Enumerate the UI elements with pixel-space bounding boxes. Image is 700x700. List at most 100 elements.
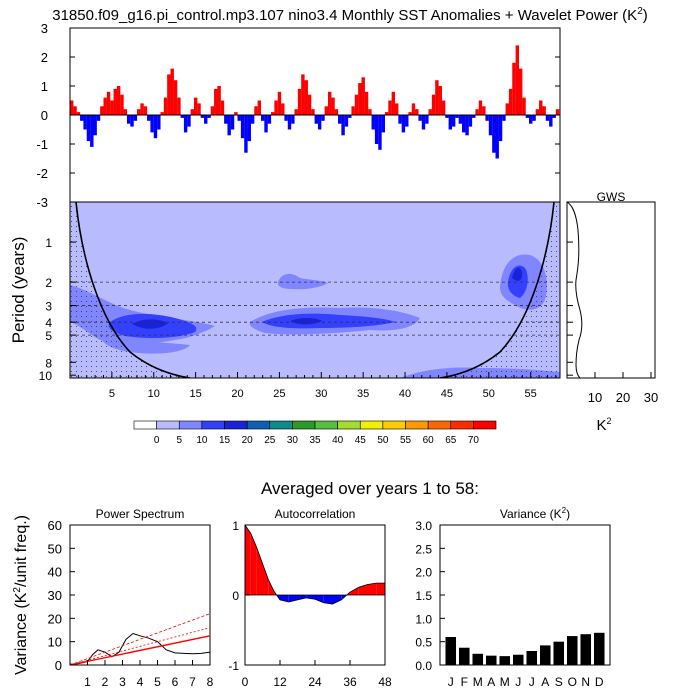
power-spectrum-y-tick-label: 40 [48,565,62,580]
sst-anomaly-bar [227,115,231,136]
colorbar-label: 70 [468,435,480,446]
sst-anomaly-bar [301,74,305,115]
sst-y-tick-label: -2 [36,166,48,181]
sst-anomaly-bar [368,109,372,115]
sst-anomaly-bar [358,83,362,115]
autocorrelation-segment [323,595,333,605]
sst-anomaly-bar [100,106,104,115]
sst-anomaly-bar [294,109,298,115]
sst-anomaly-bar [230,115,235,130]
sst-anomaly-bar [401,115,406,133]
wavelet-x-tick-label: 5 [109,388,115,400]
power-spectrum-y-tick-label: 30 [48,588,62,603]
sst-anomaly-bar [167,74,171,115]
colorbar-label: 25 [264,435,276,446]
sst-anomaly-bar [143,106,148,115]
autocorrelation-segment [256,547,263,595]
variance-bars [445,632,605,665]
variance-y-tick-label: 3.0 [415,519,432,533]
sst-anomaly-bar [535,109,540,115]
colorbar-swatch [382,420,406,430]
sst-anomaly-bar [415,109,419,115]
sst-y-tick-label: 0 [41,108,48,123]
sst-anomaly-bar [388,100,392,115]
wavelet-colorbar: 0 5 10 15 20 25 30 35 40 45 50 55 60 65 70 [133,420,497,446]
variance-panel: Variance (K2) J F M A M J J A S O N D3.02.52.01.51.… [415,506,611,689]
variance-month-label: A [541,675,549,689]
sst-anomaly-bar [405,115,409,127]
sst-anomaly-bar [180,115,184,118]
sst-anomaly-bar [542,106,546,115]
autocorrelation-fill [244,524,385,605]
colorbar-label: 15 [219,435,231,446]
power-spectrum-x-tick-label: 6 [172,675,179,689]
wavelet-y-tick-label: 1 [45,236,52,250]
coi-left-curve [75,202,191,378]
sst-anomaly-bar [80,115,84,121]
sst-anomaly-bar [267,115,272,124]
sst-anomaly-bar [374,115,379,144]
sst-anomaly-bar [431,94,436,115]
colorbar-label: 10 [196,435,208,446]
variance-y-tick-label: 0.5 [415,636,432,650]
power-spectrum-lines [69,613,211,666]
sst-anomaly-bar [455,115,459,118]
sst-anomaly-bar [384,112,389,115]
sst-anomaly-bar [351,106,355,115]
sst-anomaly-bar [304,80,308,115]
power-spectrum-x-tick-label: 2 [102,675,109,689]
sst-anomaly-bar [314,115,318,124]
sst-y-tick-label: 2 [41,50,48,65]
sst-anomaly-bar [287,115,292,130]
colorbar-label: 55 [400,435,412,446]
wavelet-contour-level-10 [277,273,328,290]
autocorrelation-segment [376,583,385,595]
sst-anomaly-bar [207,115,211,118]
colorbar-swatch [269,420,293,430]
variance-month-label: M [473,675,483,689]
wavelet-y-tick-label: 5 [45,329,52,343]
sst-anomaly-bar [478,100,483,115]
sst-anomaly-bar [73,106,77,115]
wavelet-x-tick-label: 55 [525,388,537,400]
colorbar-label: 5 [176,435,182,446]
sst-anomaly-bar [197,103,201,115]
colorbar-label: 20 [242,435,254,446]
wavelet-x-tick-label: 15 [190,388,202,400]
wavelet-contour-level-15 [507,265,528,298]
wavelet-plot-frame [69,201,561,379]
colorbar-swatch [224,420,248,430]
sst-anomaly-bar [451,115,456,127]
sst-anomaly-bar [137,109,141,115]
variance-month-label: S [555,675,563,689]
wavelet-x-ticks: 5 10 15 20 25 30 35 40 45 50 55 [77,372,557,400]
autocorrelation-segment [315,595,324,603]
sst-anomaly-bar [96,115,101,121]
title-superscript: 2 [637,6,643,17]
variance-bar [553,641,565,665]
sst-anomaly-bar [311,109,315,115]
sst-anomaly-bar [378,115,382,150]
wavelet-y-tick-label: 3 [45,300,52,314]
autocorrelation-y-tick-label: -1 [228,659,239,673]
power-spectrum-frame [69,524,211,666]
variance-bar [580,634,592,665]
variance-month-label: D [595,675,604,689]
sst-anomaly-bar [324,106,329,115]
power-spectrum-y-axis-label-superscript: 2 [12,587,23,593]
variance-month-label: N [581,675,590,689]
sst-anomaly-bar [408,112,412,115]
wavelet-y-ticks: 1 2 3 45 810 [39,236,573,383]
sst-anomaly-bar [193,97,198,115]
autocorrelation-segment [332,595,342,605]
autocorrelation-segment [306,595,315,600]
sst-anomaly-bar [361,77,365,115]
power-spectrum-series-line [69,632,211,665]
sst-anomaly-bar [532,115,536,121]
sst-anomaly-bar [187,115,191,127]
power-spectrum-x-tick-label: 4 [137,675,144,689]
variance-month-label: J [515,675,521,689]
sst-anomaly-bar [428,109,432,115]
